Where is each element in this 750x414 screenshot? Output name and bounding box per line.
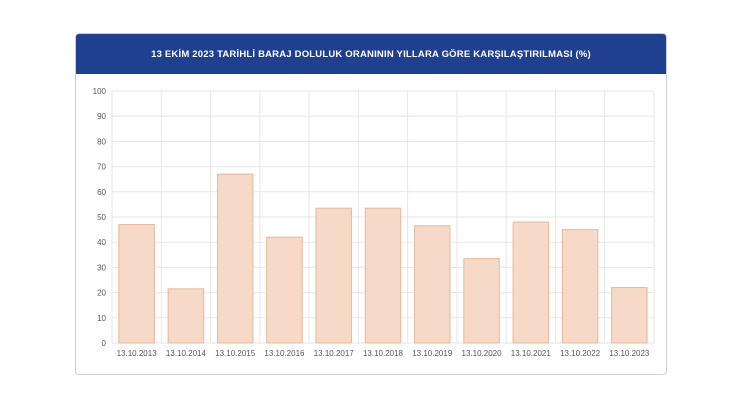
bar xyxy=(167,288,205,344)
bar xyxy=(561,229,599,344)
x-tick-label: 13.10.2018 xyxy=(363,349,404,358)
x-tick-label: 13.10.2014 xyxy=(166,349,207,358)
x-tick-label: 13.10.2013 xyxy=(117,349,158,358)
x-tick-label: 13.10.2021 xyxy=(511,349,552,358)
bar xyxy=(414,225,451,344)
bar xyxy=(512,221,550,344)
chart-title: 13 EKİM 2023 TARİHLİ BARAJ DOLULUK ORANI… xyxy=(76,34,666,74)
y-tick-label: 60 xyxy=(97,188,106,197)
y-tick-label: 50 xyxy=(97,213,106,222)
y-tick-label: 10 xyxy=(97,314,106,323)
bar xyxy=(315,207,352,344)
bar xyxy=(463,258,500,344)
y-tick-label: 40 xyxy=(97,238,106,247)
bar-chart: 0 10 20 30 40 50 60 70 80 90 100 13.10.2013 13.10.20… xyxy=(93,87,655,358)
x-tick-label: 13.10.2017 xyxy=(314,349,355,358)
bar xyxy=(611,287,648,344)
x-tick-label: 13.10.2015 xyxy=(215,349,256,358)
y-tick-label: 70 xyxy=(97,163,106,172)
bar xyxy=(364,207,402,344)
y-tick-label: 20 xyxy=(97,289,106,298)
x-tick-label: 13.10.2023 xyxy=(609,349,650,358)
chart-card: 13 EKİM 2023 TARİHLİ BARAJ DOLULUK ORANI… xyxy=(75,33,667,375)
chart-area: 0 10 20 30 40 50 60 70 80 90 100 13.10.2013 13.10.20… xyxy=(76,74,666,374)
x-tick-label: 13.10.2019 xyxy=(412,349,453,358)
y-tick-label: 90 xyxy=(97,112,106,121)
bar xyxy=(216,173,254,344)
x-tick-label: 13.10.2022 xyxy=(560,349,601,358)
y-tick-label: 100 xyxy=(93,87,107,96)
bar xyxy=(266,236,303,344)
x-tick-label: 13.10.2016 xyxy=(264,349,305,358)
x-tick-label: 13.10.2020 xyxy=(462,349,503,358)
y-tick-label: 0 xyxy=(102,339,107,348)
y-tick-label: 80 xyxy=(97,137,106,146)
bar xyxy=(118,224,155,344)
y-tick-label: 30 xyxy=(97,263,106,272)
